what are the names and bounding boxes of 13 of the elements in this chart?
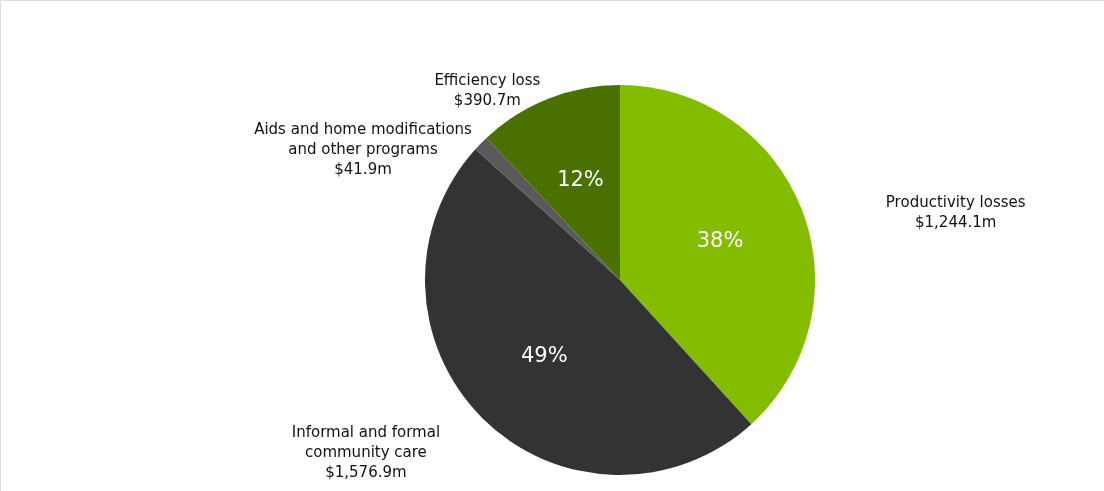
slice-label: Productivity losses <box>885 193 1026 212</box>
data-label: $390.7m <box>453 91 521 110</box>
pie-slice <box>475 137 620 280</box>
text: 12% <box>557 167 604 192</box>
slice-label: Informal and formal community care <box>291 423 441 462</box>
text: 38% <box>696 228 744 253</box>
data-label: $41.9m <box>334 160 392 179</box>
slice-label: Aids and home modifications and other programs <box>254 120 473 159</box>
slice-label: Efficiency loss <box>434 71 541 90</box>
data-label: $1,244.1m <box>914 213 997 232</box>
text: 49% <box>520 342 568 367</box>
data-label: $1,576.9m <box>325 463 407 482</box>
pie-slice <box>620 85 815 425</box>
